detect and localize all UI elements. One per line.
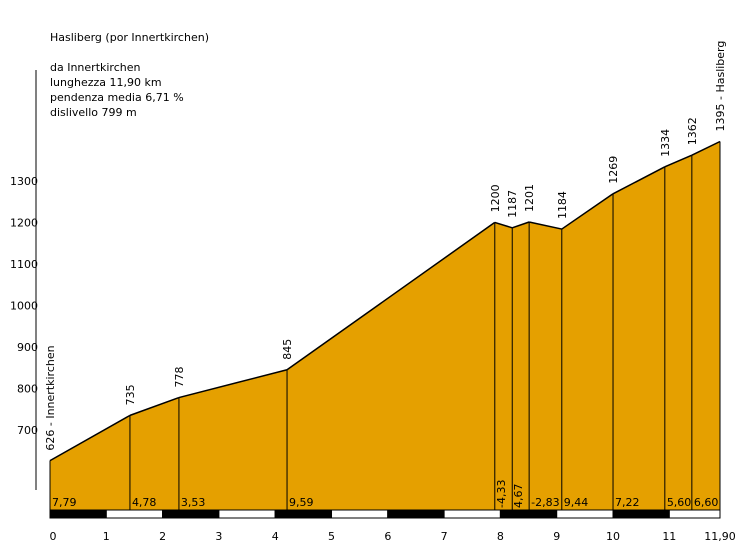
info-line: pendenza media 6,71 % [50,91,184,104]
segment-edge [286,221,496,371]
y-tick-label: 1200 [10,216,38,229]
gradient-label: -4,33 [495,480,508,508]
km-bar-segment [218,509,276,519]
chart-title: Hasliberg (por Innertkirchen) [50,31,209,44]
elevation-label: 1362 [686,117,699,145]
km-bar-segment [274,509,333,519]
elevation-label: 1187 [506,190,519,218]
x-tick-label: 3 [215,530,222,543]
gradient-label: 3,53 [181,496,206,509]
info-line: lunghezza 11,90 km [50,76,162,89]
x-tick-label: 0 [50,530,57,543]
x-tick-label: 4 [272,530,279,543]
km-bar-segment [105,509,164,519]
x-tick-label: 6 [384,530,391,543]
x-tick-label: 11,90 [704,530,736,543]
elevation-label: 1200 [489,184,502,212]
km-bar-segment [443,509,501,519]
segment-edge [528,221,562,230]
gradient-label: 6,60 [694,496,719,509]
gradient-label: 7,79 [52,496,77,509]
elevation-label: 1269 [607,156,620,184]
x-tick-label: 5 [328,530,335,543]
km-bar-segment [668,509,721,519]
km-bar-segment [556,509,614,519]
info-line: dislivello 799 m [50,106,137,119]
y-tick-label: 700 [17,424,38,437]
gradient-label: 9,59 [289,496,314,509]
gradient-label: 4,78 [132,496,157,509]
gradient-label: -2,83 [531,496,559,509]
elevation-label: 735 [124,384,137,405]
elevation-label: 1184 [556,191,569,219]
info-line: da Innertkirchen [50,61,141,74]
km-bar-segment [387,509,445,519]
x-tick-label: 1 [103,530,110,543]
y-tick-label: 1300 [10,175,38,188]
km-bar-segment [331,509,389,519]
y-tick-label: 1000 [10,299,38,312]
y-tick-label: 900 [17,341,38,354]
segment-edge [691,140,721,156]
elevation-label: 1201 [523,184,536,212]
elevation-label: 845 [281,339,294,360]
elevation-label: 1334 [659,129,672,157]
segment-edge [561,193,614,230]
km-bar-segment [612,509,670,519]
segment-edge [49,414,131,462]
y-tick-label: 1100 [10,258,38,271]
x-tick-label: 9 [553,530,560,543]
gradient-label: 4,67 [512,484,525,509]
elevation-label: 778 [173,367,186,388]
km-bar-segment [499,509,558,519]
x-tick-label: 10 [606,530,620,543]
profile-area [50,141,720,510]
km-bar-segment [162,509,220,519]
elevation-label: 626 - Innertkirchen [44,345,57,450]
km-bar-segment [49,509,107,519]
segment-edge [178,369,288,399]
gradient-label: 7,22 [615,496,640,509]
x-tick-label: 11 [662,530,676,543]
x-tick-label: 2 [159,530,166,543]
segment-edge [494,221,513,229]
segment-edge [664,154,693,168]
x-tick-label: 8 [497,530,504,543]
segment-edge [511,221,530,229]
segment-edge [612,166,666,195]
gradient-label: 9,44 [564,496,589,509]
x-tick-label: 7 [441,530,448,543]
elevation-label: 1395 - Hasliberg [714,41,727,132]
y-tick-label: 800 [17,382,38,395]
segment-edge [129,396,180,417]
gradient-label: 5,60 [667,496,692,509]
